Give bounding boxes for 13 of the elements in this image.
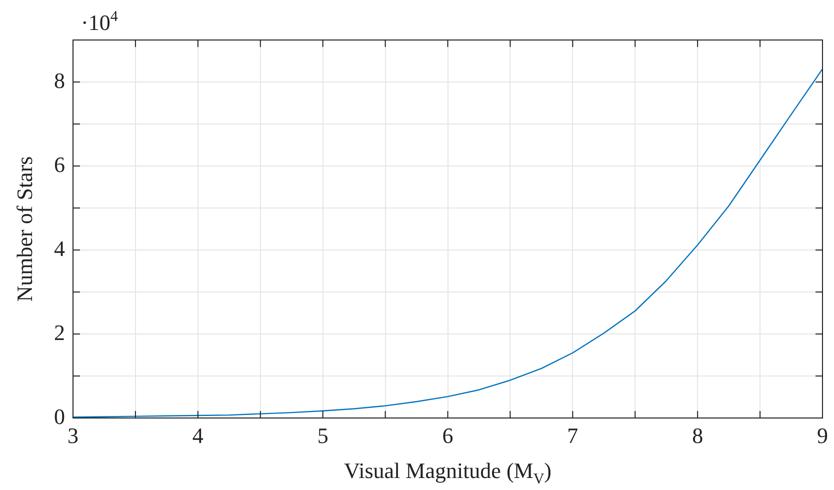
y-axis-title: Number of Stars [12,156,37,302]
y-tick-label: 6 [54,152,65,177]
x-tick-label: 7 [567,422,578,448]
y-tick-label: 4 [54,236,65,261]
x-tick-label: 6 [442,422,454,448]
x-tick-label: 8 [692,422,704,448]
x-tick-label: 4 [192,422,204,448]
y-tick-label: 8 [54,68,65,93]
x-tick-label: 5 [317,422,328,448]
x-tick-label: 3 [68,422,78,448]
y-tick-label: 0 [54,404,65,429]
y-tick-label: 2 [54,320,65,345]
x-tick-label: 9 [817,422,828,448]
